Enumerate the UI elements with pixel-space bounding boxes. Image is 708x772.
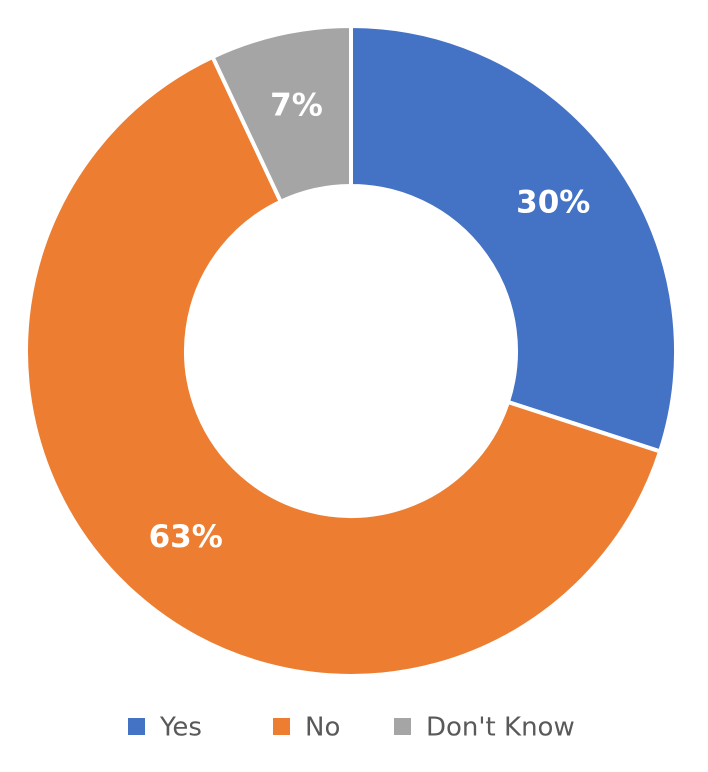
legend-label: No: [305, 713, 340, 743]
value-label: 7%: [270, 88, 323, 124]
legend-label: Yes: [159, 713, 202, 743]
value-label: 63%: [149, 519, 223, 555]
slice: [349, 23, 678, 454]
slice: [24, 54, 663, 678]
legend-swatch: [273, 718, 290, 735]
value-label: 30%: [516, 185, 590, 221]
legend-swatch: [128, 718, 145, 735]
legend-swatch: [394, 718, 411, 735]
slice: [209, 23, 353, 205]
legend-label: Don't Know: [426, 713, 575, 743]
